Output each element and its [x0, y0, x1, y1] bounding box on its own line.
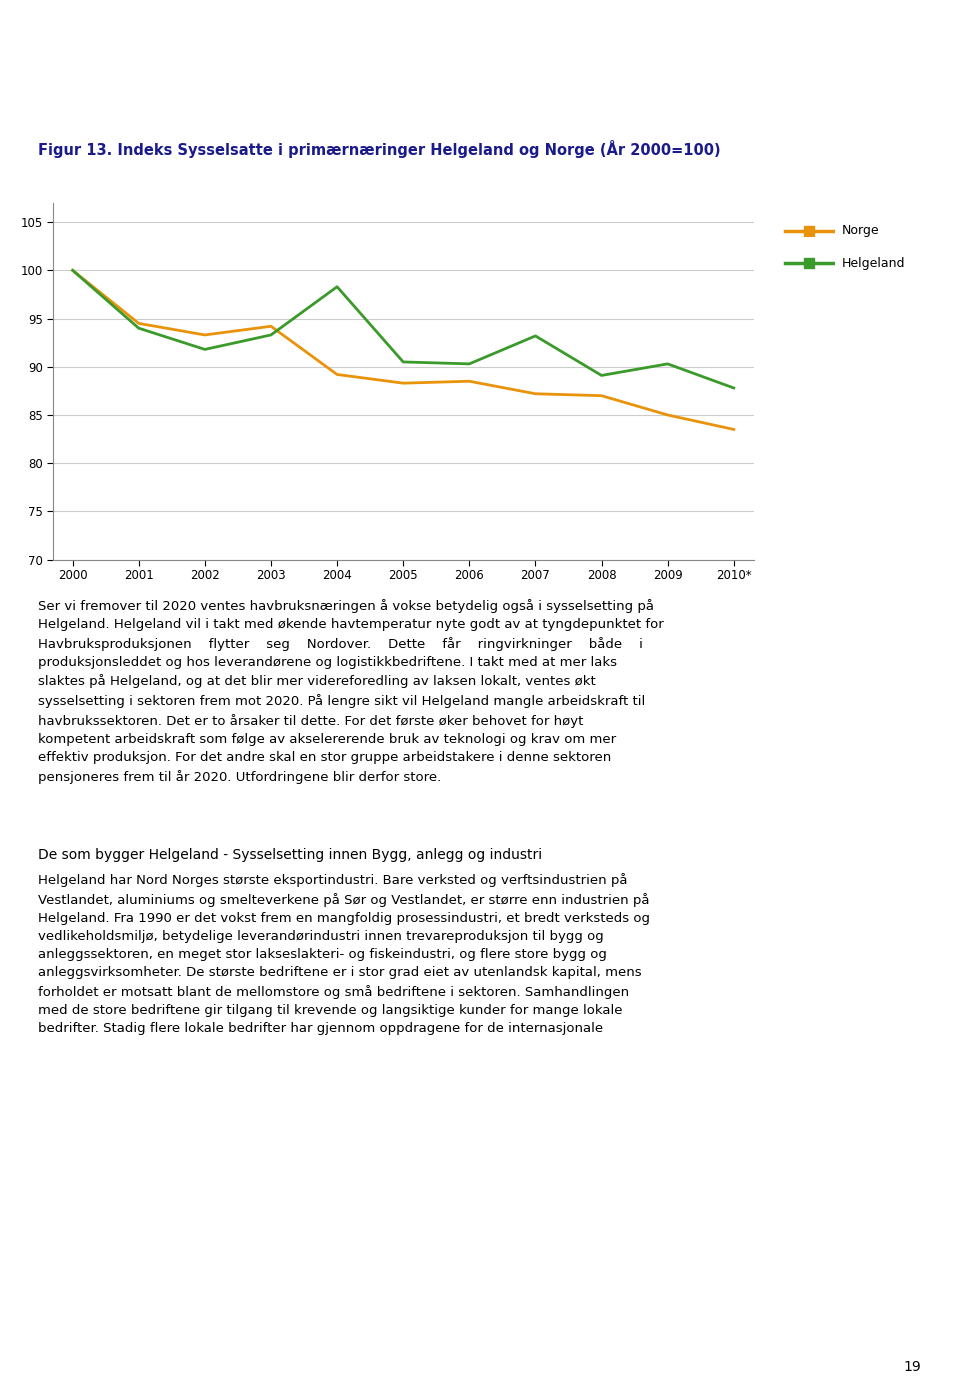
Text: Helgeland har Nord Norges største eksportindustri. Bare verksted og verftsindust: Helgeland har Nord Norges største ekspor… — [38, 873, 651, 1035]
Text: Norge: Norge — [842, 224, 879, 238]
Text: Figur 13. Indeks Sysselsatte i primærnæringer Helgeland og Norge (År 2000=100): Figur 13. Indeks Sysselsatte i primærnær… — [38, 140, 721, 158]
Text: Helgeland: Helgeland — [842, 256, 905, 270]
Text: 19: 19 — [904, 1360, 922, 1374]
Text: Ser vi fremover til 2020 ventes havbruksnæringen å vokse betydelig også i syssel: Ser vi fremover til 2020 ventes havbruks… — [38, 599, 664, 783]
Text: De som bygger Helgeland - Sysselsetting innen Bygg, anlegg og industri: De som bygger Helgeland - Sysselsetting … — [38, 848, 542, 862]
